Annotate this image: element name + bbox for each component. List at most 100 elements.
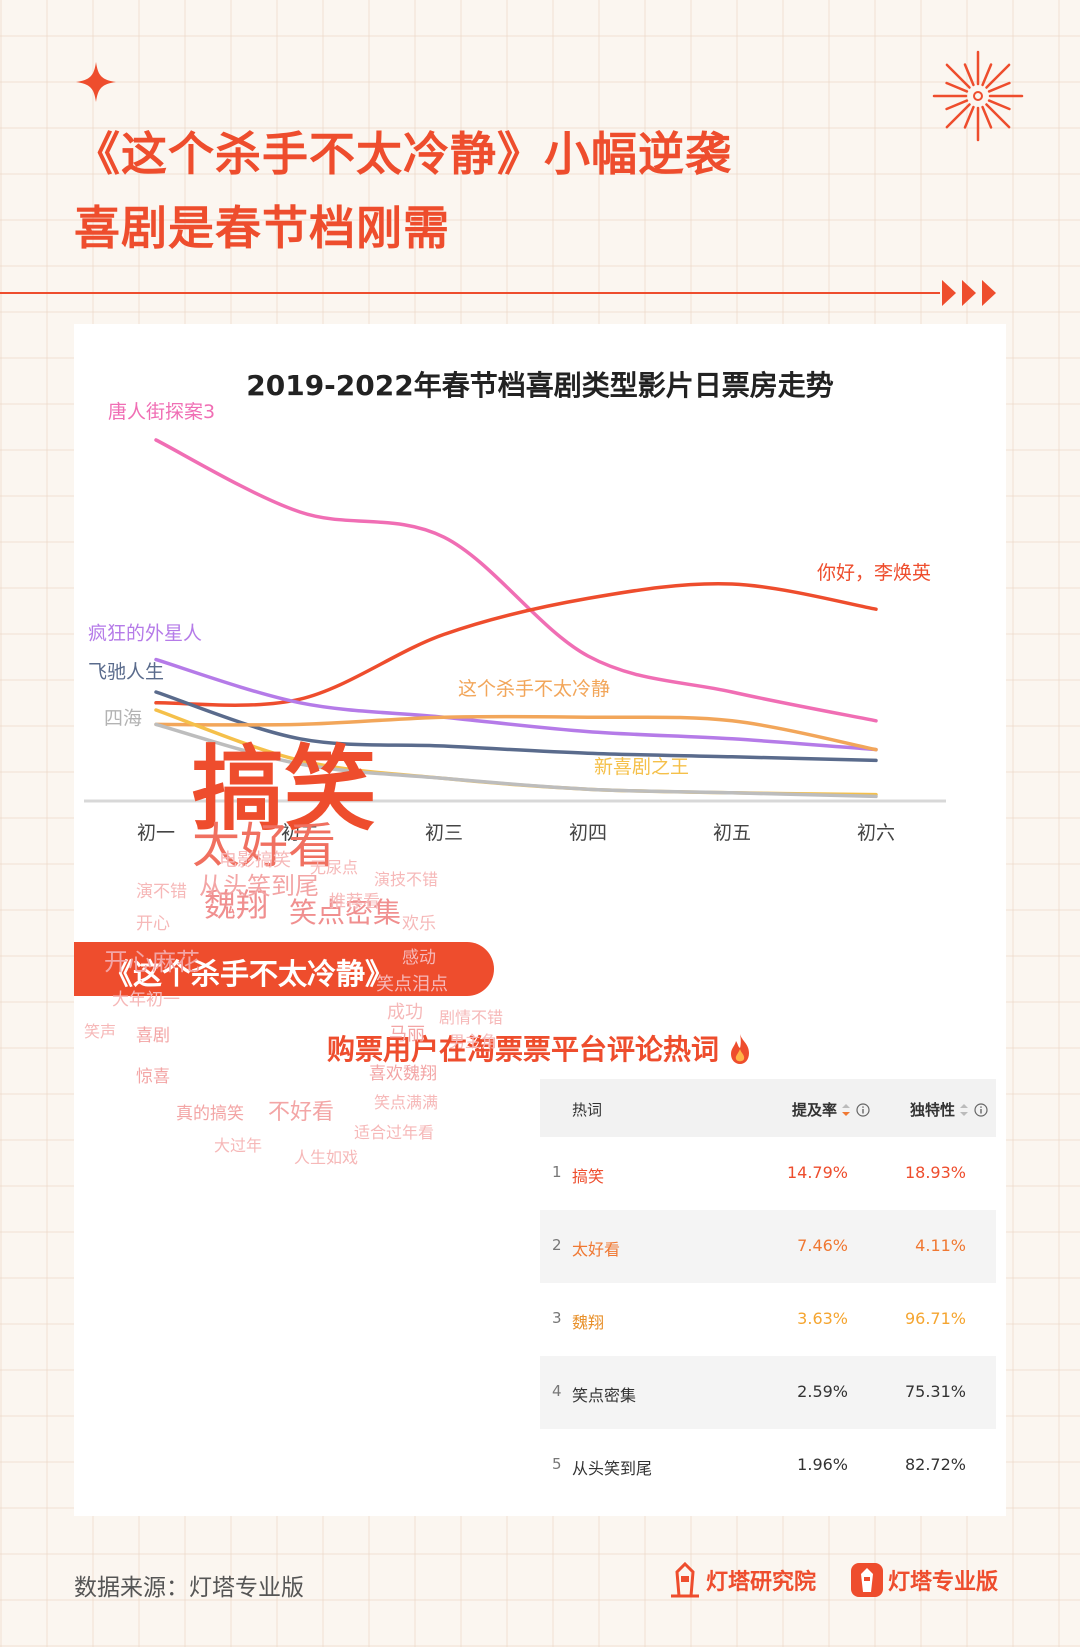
- wordcloud-word: 笑点密集: [289, 896, 402, 929]
- wordcloud-word: 马丽: [389, 1024, 425, 1045]
- firework-icon: [932, 50, 1024, 142]
- firework-ray: [981, 105, 993, 129]
- wordcloud-word: 不好看: [268, 1100, 335, 1125]
- firework-ray: [987, 99, 1011, 111]
- wordcloud-word: 喜欢魏翔: [369, 1064, 437, 1084]
- logo-research: 灯塔研究院: [668, 1562, 816, 1602]
- chart-title: 2019-2022年春节档喜剧类型影片日票房走势: [246, 369, 834, 402]
- series-line: [154, 722, 878, 799]
- wordcloud-word: 太好看: [192, 818, 337, 874]
- triple-arrow-icon: [942, 280, 996, 306]
- series-label: 你好，李焕英: [817, 562, 931, 584]
- sort-icon[interactable]: [840, 1103, 852, 1117]
- wordcloud-word: 欢乐: [402, 914, 436, 934]
- series-label: 四海: [104, 707, 142, 729]
- row-rate: 3.63%: [797, 1309, 848, 1328]
- row-uniq: 4.11%: [915, 1236, 966, 1255]
- firework-ray: [987, 81, 1011, 93]
- wordcloud-word: 电影搞笑: [219, 850, 291, 871]
- series-line: [154, 438, 878, 723]
- line-chart: 初一 初二 初三 初四 初五 初六 唐人街探案3 你好，李焕英疯狂的外星人飞驰人生这个杀手不太…: [84, 401, 946, 844]
- x-tick-label: 初二: [281, 822, 319, 844]
- header-rate-cell[interactable]: 提及率: [792, 1099, 870, 1120]
- wordcloud-word: 推荐看: [329, 892, 380, 912]
- firework-ray: [985, 63, 1011, 89]
- row-word: 从头笑到尾: [572, 1459, 653, 1478]
- firework-ray: [963, 63, 975, 87]
- header-word: 热词: [572, 1101, 603, 1119]
- series-line: [154, 657, 878, 752]
- firework-ray: [985, 103, 1011, 129]
- logo-pro: 灯塔专业版: [850, 1562, 998, 1602]
- row-rank: 5: [552, 1455, 562, 1473]
- row-uniq: 96.71%: [904, 1309, 966, 1328]
- firework-ray: [945, 63, 971, 89]
- wordcloud-word: 从头笑到尾: [199, 872, 319, 900]
- lighthouse-logo-icon: [671, 1562, 699, 1598]
- row-word: 搞笑: [572, 1167, 605, 1186]
- row-rate: 2.59%: [797, 1382, 848, 1401]
- page-title-line2: 喜剧是春节档刚需: [74, 201, 450, 255]
- series-label: 这个杀手不太冷静: [458, 678, 610, 700]
- row-uniq: 82.72%: [904, 1455, 966, 1474]
- x-tick-label: 初三: [425, 822, 463, 844]
- firework-ray: [945, 81, 969, 93]
- wordcloud-word: 喜剧: [136, 1026, 170, 1046]
- row-rate: 14.79%: [786, 1163, 848, 1182]
- info-icon[interactable]: [974, 1103, 988, 1117]
- wordcloud-word: 感动: [402, 948, 436, 968]
- lighthouse-app-icon: [851, 1563, 883, 1597]
- wordcloud-word: 大年初一: [112, 990, 180, 1010]
- series-label: 新喜剧之王: [594, 756, 689, 778]
- wordcloud-title: 购票用户在淘票票平台评论热词: [74, 1028, 1006, 1068]
- sort-icon[interactable]: [958, 1103, 970, 1117]
- series-line: [154, 714, 878, 752]
- table-row: 5 从头笑到尾 1.96% 82.72%: [540, 1429, 996, 1502]
- table-row: 3 魏翔 3.63% 96.71%: [540, 1283, 996, 1356]
- wordcloud-title-text: 购票用户在淘票票平台评论热词: [326, 1033, 719, 1066]
- wordcloud-word: 适合过年看: [354, 1123, 435, 1142]
- table-header: 热词 提及率 独特性: [540, 1079, 996, 1137]
- row-rate: 7.46%: [797, 1236, 848, 1255]
- film-tag-ribbon: 《这个杀手不太冷静》: [74, 942, 494, 996]
- wordcloud-word: 笑点满满: [374, 1093, 439, 1112]
- wordcloud-word: 开心: [136, 914, 170, 934]
- row-word: 笑点密集: [572, 1386, 637, 1405]
- firework-ray: [945, 99, 969, 111]
- header-divider: [0, 292, 940, 294]
- wordcloud-word: 搞笑: [192, 736, 377, 843]
- wordcloud-word: 剧情不错: [439, 1008, 504, 1027]
- wordcloud-word: 大过年: [214, 1136, 263, 1155]
- table-row: 4 笑点密集 2.59% 75.31%: [540, 1356, 996, 1429]
- data-source: 数据来源：灯塔专业版: [74, 1575, 304, 1601]
- x-tick-label: 初六: [857, 822, 895, 844]
- series-label: 疯狂的外星人: [88, 623, 202, 645]
- logo-research-text: 灯塔研究院: [706, 1570, 817, 1595]
- page-title-line1: 《这个杀手不太冷静》小幅逆袭: [74, 127, 732, 181]
- row-rank: 1: [552, 1163, 562, 1181]
- firework-ray: [945, 103, 971, 129]
- series-label: 飞驰人生: [88, 661, 164, 683]
- fire-icon: [731, 1034, 749, 1064]
- wordcloud-word: 演不错: [136, 882, 187, 902]
- series-line: [154, 582, 878, 707]
- row-word: 太好看: [572, 1240, 621, 1259]
- wordcloud-word: 笑声: [84, 1022, 117, 1041]
- x-tick-label: 初一: [137, 822, 175, 844]
- x-tick-label: 初四: [569, 822, 607, 844]
- header-uniq: 独特性: [909, 1101, 955, 1119]
- info-icon[interactable]: [856, 1103, 870, 1117]
- wordcloud-word: 真的搞笑: [176, 1104, 244, 1124]
- header-uniq-cell[interactable]: 独特性: [910, 1099, 988, 1120]
- row-word: 魏翔: [572, 1313, 605, 1332]
- wordcloud-word: 演技不错: [374, 870, 439, 889]
- wordcloud-word: 人生如戏: [294, 1148, 359, 1167]
- film-tag-label: 《这个杀手不太冷静》: [104, 957, 395, 991]
- wordcloud-word: 成功: [387, 1002, 423, 1023]
- row-uniq: 18.93%: [904, 1163, 966, 1182]
- wordcloud-word: 惊喜: [136, 1067, 170, 1087]
- series-line: [154, 690, 878, 763]
- firework-ray: [981, 63, 993, 87]
- table-row: 2 太好看 7.46% 4.11%: [540, 1210, 996, 1283]
- header-rate: 提及率: [791, 1101, 837, 1119]
